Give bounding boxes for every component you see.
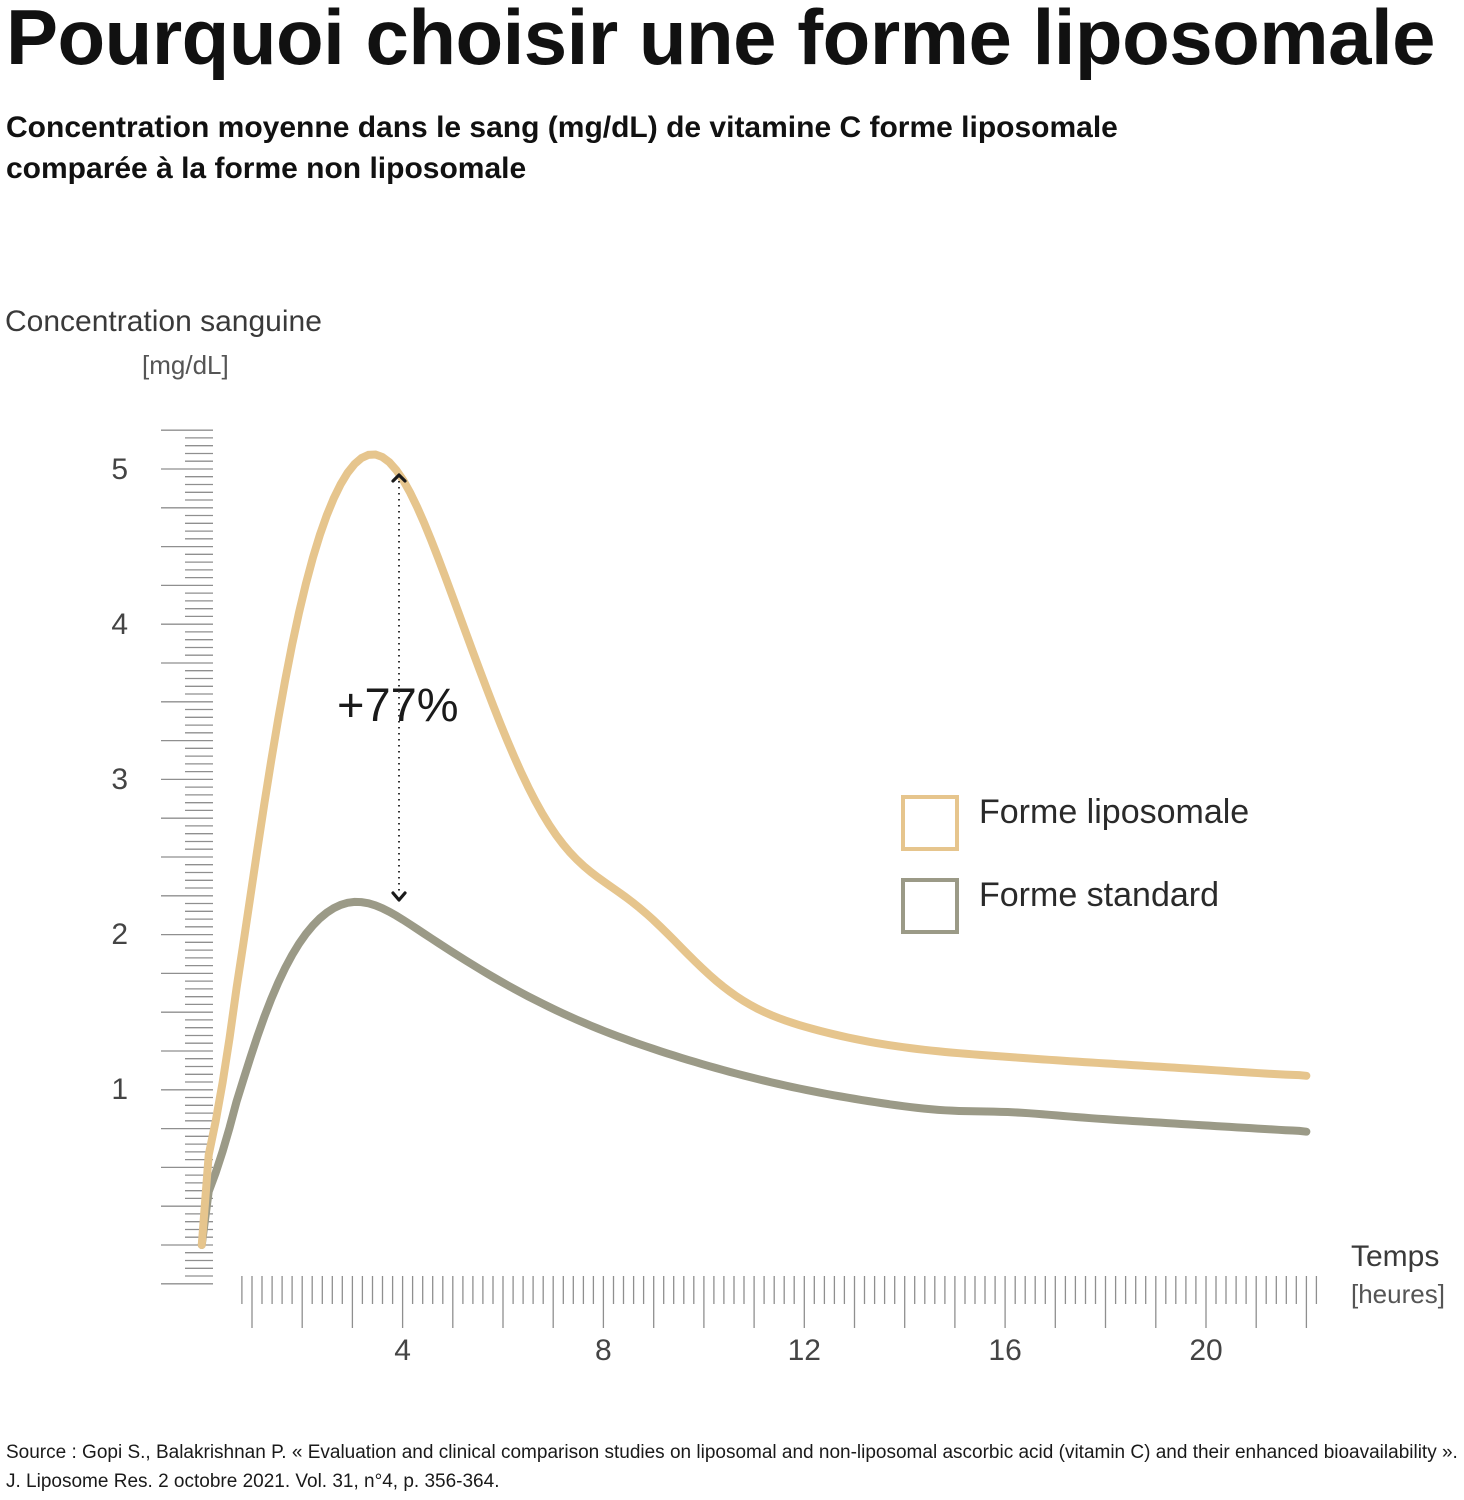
svg-text:5: 5 — [111, 453, 128, 486]
svg-text:16: 16 — [988, 1334, 1021, 1367]
svg-text:4: 4 — [111, 608, 128, 641]
svg-text:1: 1 — [111, 1073, 128, 1106]
svg-text:12: 12 — [788, 1334, 821, 1367]
svg-text:8: 8 — [595, 1334, 612, 1367]
svg-text:3: 3 — [111, 763, 128, 796]
svg-text:2: 2 — [111, 918, 128, 951]
svg-text:20: 20 — [1189, 1334, 1222, 1367]
svg-text:4: 4 — [394, 1334, 411, 1367]
